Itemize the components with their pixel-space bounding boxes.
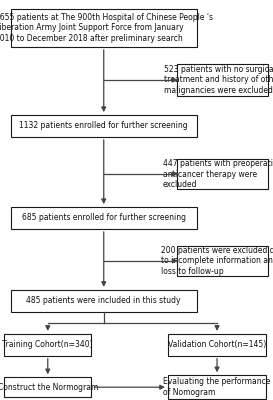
Text: 200 patients were excluded due
to incomplete information and
loss to follow-up: 200 patients were excluded due to incomp… xyxy=(161,246,273,276)
Text: 1132 patients enrolled for further screening: 1132 patients enrolled for further scree… xyxy=(19,122,188,130)
FancyBboxPatch shape xyxy=(11,115,197,137)
FancyBboxPatch shape xyxy=(177,64,268,96)
FancyBboxPatch shape xyxy=(168,375,266,399)
Text: Evaluating the performance
of Nomogram: Evaluating the performance of Nomogram xyxy=(163,378,271,397)
Text: 485 patients were included in this study: 485 patients were included in this study xyxy=(26,296,181,305)
Text: Construct the Normogram: Construct the Normogram xyxy=(0,383,98,392)
FancyBboxPatch shape xyxy=(177,159,268,189)
Text: 447 patients with preoperative
anticancer therapy were
excluded: 447 patients with preoperative anticance… xyxy=(163,159,273,189)
FancyBboxPatch shape xyxy=(11,290,197,312)
FancyBboxPatch shape xyxy=(4,334,91,356)
FancyBboxPatch shape xyxy=(168,334,266,356)
Text: 523 patients with no surgical
treatment and history of other
malignancies were e: 523 patients with no surgical treatment … xyxy=(164,65,273,95)
Text: Training Cohort(n=340): Training Cohort(n=340) xyxy=(2,340,93,349)
FancyBboxPatch shape xyxy=(4,377,91,397)
Text: 685 patients enrolled for further screening: 685 patients enrolled for further screen… xyxy=(22,214,186,222)
FancyBboxPatch shape xyxy=(11,9,197,47)
FancyBboxPatch shape xyxy=(11,207,197,229)
Text: Validation Cohort(n=145): Validation Cohort(n=145) xyxy=(168,340,266,349)
FancyBboxPatch shape xyxy=(177,246,268,276)
Text: 1655 patients at The 900th Hospital of Chinese People 's
Liberation Army Joint S: 1655 patients at The 900th Hospital of C… xyxy=(0,13,213,43)
